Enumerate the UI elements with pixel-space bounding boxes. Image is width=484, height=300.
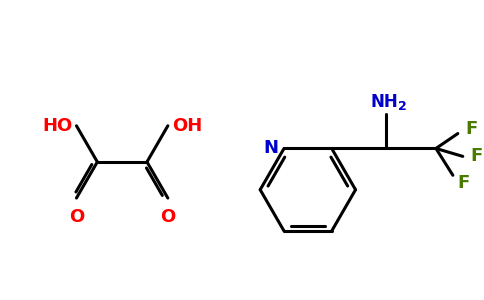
Text: F: F: [466, 120, 478, 138]
Text: NH: NH: [370, 93, 398, 111]
Text: 2: 2: [398, 100, 407, 113]
Text: F: F: [458, 174, 470, 192]
Text: O: O: [160, 208, 176, 226]
Text: F: F: [471, 147, 483, 165]
Text: OH: OH: [172, 117, 202, 135]
Text: HO: HO: [42, 117, 73, 135]
Text: N: N: [263, 140, 278, 158]
Text: O: O: [69, 208, 84, 226]
